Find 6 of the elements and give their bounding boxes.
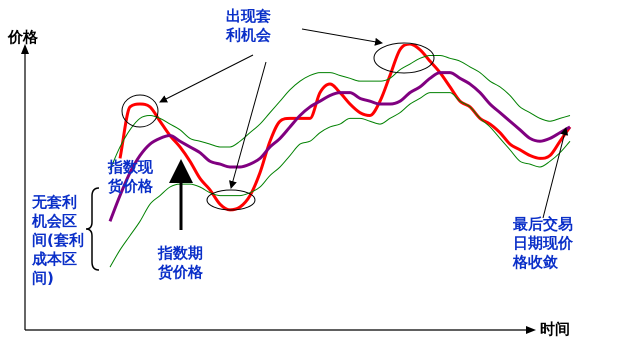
text: 出现套利机会	[226, 7, 272, 45]
text: 无套利机会区间(套利成本区间)	[32, 193, 85, 288]
text: 指数期货价格	[158, 244, 204, 282]
annotation: 最后交易日期现价格收敛	[513, 215, 574, 272]
y-axis-title: 价格	[8, 28, 38, 47]
x-axis-title: 时间	[540, 320, 570, 339]
